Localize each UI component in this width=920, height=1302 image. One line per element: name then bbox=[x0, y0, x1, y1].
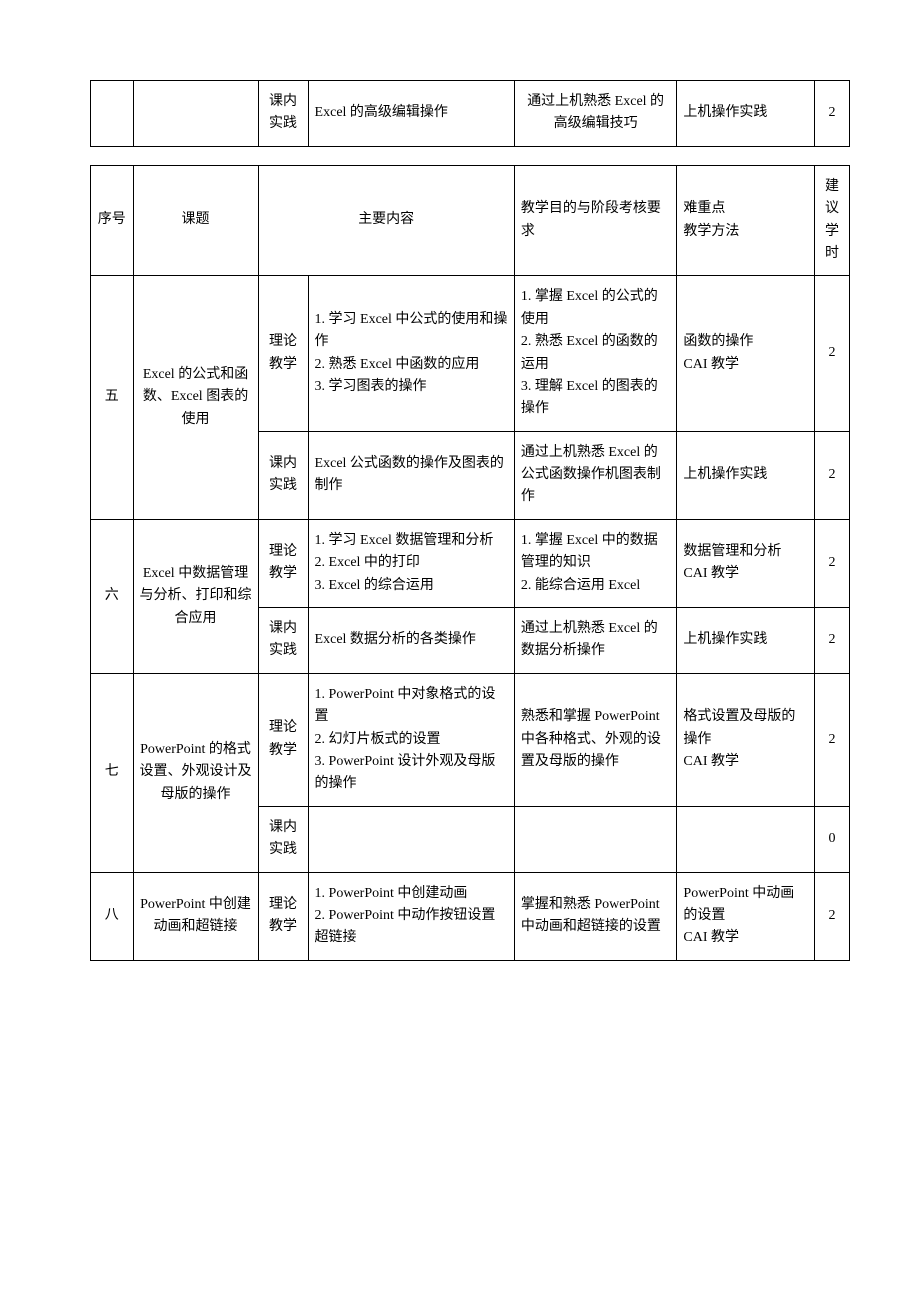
topic-cell: Excel 的公式和函数、Excel 图表的使用 bbox=[133, 276, 258, 520]
type-cell: 课内实践 bbox=[258, 806, 308, 872]
type-cell: 课内实践 bbox=[258, 81, 308, 147]
hdr-seq: 序号 bbox=[91, 165, 134, 276]
hdr-method: 难重点教学方法 bbox=[677, 165, 815, 276]
method-cell: 上机操作实践 bbox=[677, 608, 815, 674]
goal-cell bbox=[514, 806, 677, 872]
type-cell: 理论教学 bbox=[258, 673, 308, 806]
method-cell bbox=[677, 806, 815, 872]
hdr-topic: 课题 bbox=[133, 165, 258, 276]
table-row: 五 Excel 的公式和函数、Excel 图表的使用 理论教学 1. 学习 Ex… bbox=[91, 276, 850, 431]
content-cell: Excel 的高级编辑操作 bbox=[308, 81, 514, 147]
goal-cell: 掌握和熟悉 PowerPoint 中动画和超链接的设置 bbox=[514, 872, 677, 960]
type-cell: 课内实践 bbox=[258, 608, 308, 674]
content-cell: 1. PowerPoint 中创建动画2. PowerPoint 中动作按钮设置… bbox=[308, 872, 514, 960]
type-cell: 课内实践 bbox=[258, 431, 308, 519]
topic-cell: PowerPoint 中创建动画和超链接 bbox=[133, 872, 258, 960]
goal-cell: 1. 掌握 Excel 的公式的使用2. 熟悉 Excel 的函数的运用3. 理… bbox=[514, 276, 677, 431]
curriculum-table: 序号 课题 主要内容 教学目的与阶段考核要求 难重点教学方法 建议学时 五 Ex… bbox=[90, 165, 850, 961]
hours-cell: 0 bbox=[814, 806, 849, 872]
type-cell: 理论教学 bbox=[258, 276, 308, 431]
cell-empty bbox=[91, 81, 134, 147]
content-cell bbox=[308, 806, 514, 872]
hours-cell: 2 bbox=[814, 673, 849, 806]
goal-cell: 通过上机熟悉 Excel 的数据分析操作 bbox=[514, 608, 677, 674]
method-cell: 函数的操作CAI 教学 bbox=[677, 276, 815, 431]
table-row: 七 PowerPoint 的格式设置、外观设计及母版的操作 理论教学 1. Po… bbox=[91, 673, 850, 806]
seq-cell: 五 bbox=[91, 276, 134, 520]
topic-cell: Excel 中数据管理与分析、打印和综合应用 bbox=[133, 519, 258, 673]
table-row: 课内实践 Excel 的高级编辑操作 通过上机熟悉 Excel 的高级编辑技巧 … bbox=[91, 81, 850, 147]
method-cell: 上机操作实践 bbox=[677, 431, 815, 519]
goal-cell: 通过上机熟悉 Excel 的高级编辑技巧 bbox=[514, 81, 677, 147]
cell-empty bbox=[133, 81, 258, 147]
hdr-goal: 教学目的与阶段考核要求 bbox=[514, 165, 677, 276]
table-row: 六 Excel 中数据管理与分析、打印和综合应用 理论教学 1. 学习 Exce… bbox=[91, 519, 850, 607]
hdr-content: 主要内容 bbox=[258, 165, 514, 276]
hours-cell: 2 bbox=[814, 608, 849, 674]
seq-cell: 七 bbox=[91, 673, 134, 872]
hours-cell: 2 bbox=[814, 872, 849, 960]
content-cell: 1. PowerPoint 中对象格式的设置2. 幻灯片板式的设置3. Powe… bbox=[308, 673, 514, 806]
table-row: 八 PowerPoint 中创建动画和超链接 理论教学 1. PowerPoin… bbox=[91, 872, 850, 960]
type-cell: 理论教学 bbox=[258, 519, 308, 607]
hours-cell: 2 bbox=[814, 81, 849, 147]
content-cell: Excel 数据分析的各类操作 bbox=[308, 608, 514, 674]
type-cell: 理论教学 bbox=[258, 872, 308, 960]
method-cell: 上机操作实践 bbox=[677, 81, 815, 147]
seq-cell: 六 bbox=[91, 519, 134, 673]
method-cell: 数据管理和分析CAI 教学 bbox=[677, 519, 815, 607]
seq-cell: 八 bbox=[91, 872, 134, 960]
content-cell: Excel 公式函数的操作及图表的制作 bbox=[308, 431, 514, 519]
content-cell: 1. 学习 Excel 中公式的使用和操作2. 熟悉 Excel 中函数的应用3… bbox=[308, 276, 514, 431]
header-row: 序号 课题 主要内容 教学目的与阶段考核要求 难重点教学方法 建议学时 bbox=[91, 165, 850, 276]
method-cell: PowerPoint 中动画的设置CAI 教学 bbox=[677, 872, 815, 960]
top-fragment-table: 课内实践 Excel 的高级编辑操作 通过上机熟悉 Excel 的高级编辑技巧 … bbox=[90, 80, 850, 147]
method-cell: 格式设置及母版的操作CAI 教学 bbox=[677, 673, 815, 806]
content-cell: 1. 学习 Excel 数据管理和分析2. Excel 中的打印3. Excel… bbox=[308, 519, 514, 607]
hours-cell: 2 bbox=[814, 519, 849, 607]
hours-cell: 2 bbox=[814, 276, 849, 431]
hdr-hours: 建议学时 bbox=[814, 165, 849, 276]
goal-cell: 熟悉和掌握 PowerPoint 中各种格式、外观的设置及母版的操作 bbox=[514, 673, 677, 806]
goal-cell: 通过上机熟悉 Excel 的公式函数操作机图表制作 bbox=[514, 431, 677, 519]
hours-cell: 2 bbox=[814, 431, 849, 519]
goal-cell: 1. 掌握 Excel 中的数据管理的知识2. 能综合运用 Excel bbox=[514, 519, 677, 607]
topic-cell: PowerPoint 的格式设置、外观设计及母版的操作 bbox=[133, 673, 258, 872]
